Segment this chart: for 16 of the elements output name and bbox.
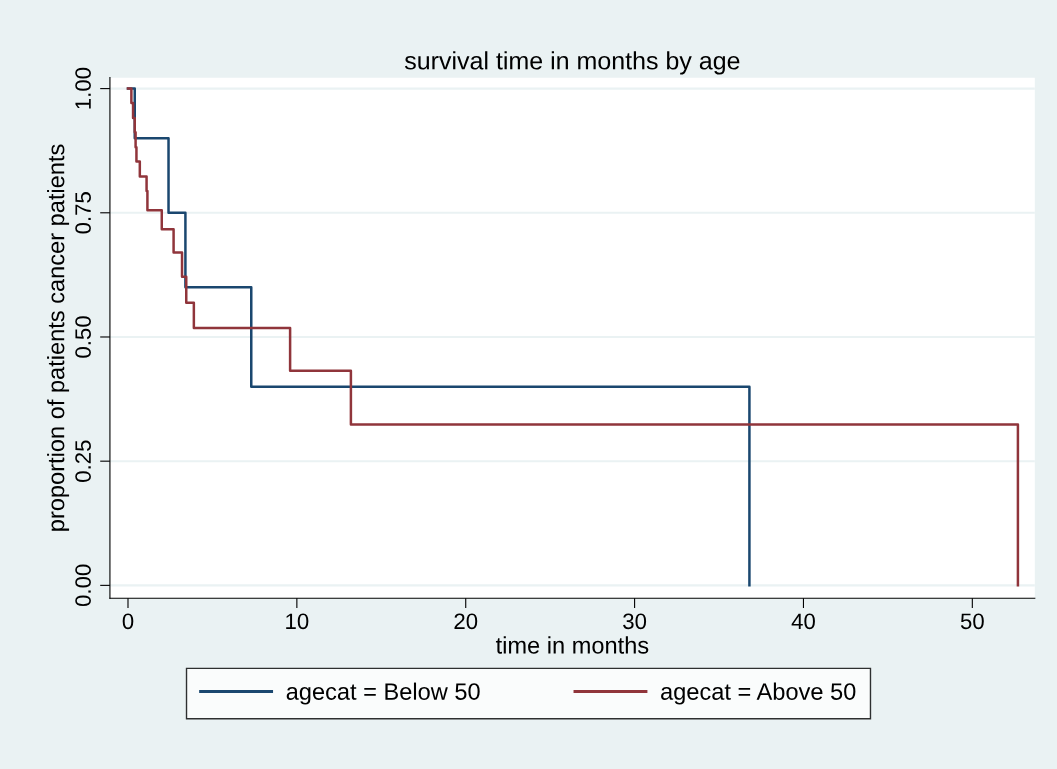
y-axis-title: proportion of patients cancer patients [47, 144, 70, 531]
x-tick-label: 40 [791, 613, 815, 630]
x-tick-label: 50 [960, 613, 984, 630]
chart-title: survival time in months by age [404, 51, 740, 75]
x-tick-label: 20 [454, 613, 478, 630]
legend-label: agecat = Above 50 [661, 682, 856, 705]
y-tick-label: 0.75 [75, 192, 91, 234]
x-tick-label: 10 [286, 613, 309, 630]
y-tick-label: 0.25 [75, 440, 91, 482]
y-tick-label: 0.50 [75, 316, 91, 358]
y-tick-label: 0.00 [75, 564, 91, 607]
x-axis-title: time in months [495, 636, 649, 654]
legend-label: agecat = Below 50 [286, 682, 480, 705]
x-tick-label: 30 [623, 613, 647, 630]
x-tick-label: 0 [122, 613, 134, 630]
y-tick-label: 1.00 [75, 67, 91, 109]
